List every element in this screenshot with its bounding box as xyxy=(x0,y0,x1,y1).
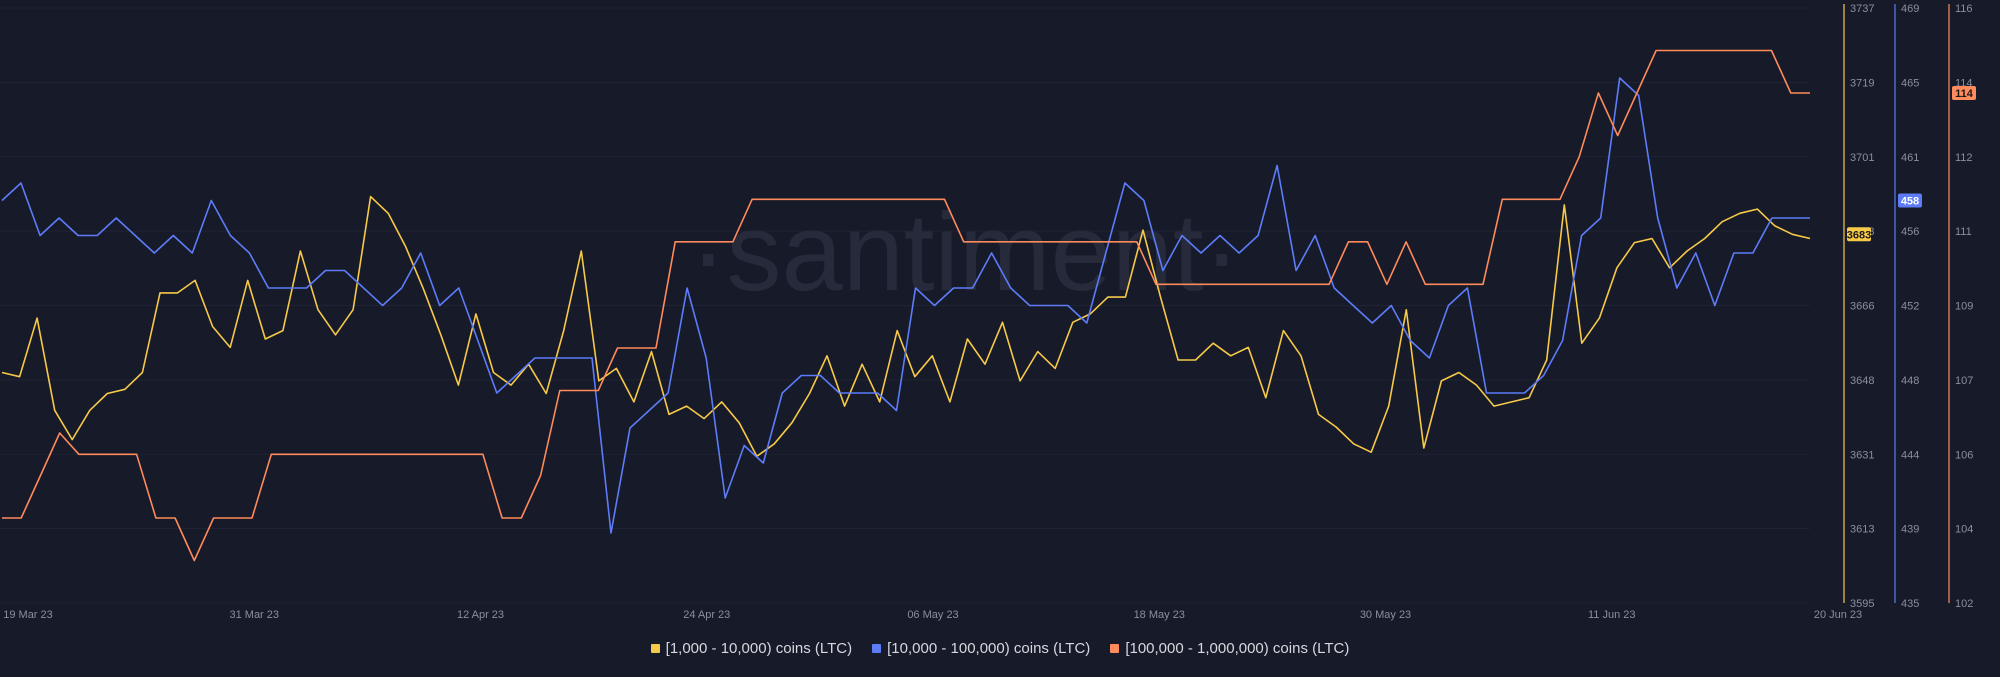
y-tick-label: 444 xyxy=(1901,449,1919,461)
y-tick-label: 106 xyxy=(1955,449,1973,461)
y-tick-label: 452 xyxy=(1901,301,1919,313)
badge-bg xyxy=(1898,193,1922,208)
legend-label-1: [1,000 - 10,000) coins (LTC) xyxy=(665,640,853,657)
badge-label: 3683 xyxy=(1847,229,1871,241)
y-tick-label: 3701 xyxy=(1850,152,1874,164)
y-tick-label: 3737 xyxy=(1850,3,1874,15)
y-tick-label: 456 xyxy=(1901,226,1919,238)
y-tick-label: 112 xyxy=(1955,152,1973,164)
x-tick-label: 06 May 23 xyxy=(907,609,958,621)
chart-area: ·santiment· 3737371937013683366636483631… xyxy=(0,3,1976,621)
y-tick-label: 3595 xyxy=(1850,598,1874,610)
badge-bg xyxy=(1952,86,1976,100)
x-tick-label: 12 Apr 23 xyxy=(457,609,504,621)
y-tick-label: 116 xyxy=(1955,3,1973,15)
x-axis: 19 Mar 23 31 Mar 23 12 Apr 23 24 Apr 23 06 M… xyxy=(3,609,1862,621)
y-tick-label: 109 xyxy=(1955,301,1973,313)
y-tick-label: 448 xyxy=(1901,375,1919,387)
legend-item-1[interactable]: [1,000 - 10,000) coins (LTC) xyxy=(650,640,853,657)
axis-badge-y1: 3683 xyxy=(1847,227,1871,242)
x-tick-label: 31 Mar 23 xyxy=(229,609,279,621)
legend-label-2: [10,000 - 100,000) coins (LTC) xyxy=(887,640,1091,657)
legend-swatch-yellow xyxy=(650,644,660,653)
axis-badge-y3: 114 xyxy=(1952,86,1976,100)
legend-label-3: [100,000 - 1,000,000) coins (LTC) xyxy=(1125,640,1350,657)
y-tick-label: 3613 xyxy=(1850,524,1874,536)
y-tick-label: 107 xyxy=(1955,375,1973,387)
x-tick-label: 18 May 23 xyxy=(1134,609,1185,621)
x-tick-label: 11 Jun 23 xyxy=(1588,609,1636,621)
badge-bg xyxy=(1847,227,1871,242)
y-tick-label: 3719 xyxy=(1850,77,1874,89)
legend-swatch-orange xyxy=(1110,644,1120,653)
series-line-2 xyxy=(1,77,1810,534)
x-tick-label: 20 Jun 23 xyxy=(1814,609,1862,621)
y-tick-label: 102 xyxy=(1955,598,1973,610)
x-tick-label: 24 Apr 23 xyxy=(683,609,730,621)
y-tick-label: 469 xyxy=(1901,3,1919,15)
series-line-3 xyxy=(2,49,1810,562)
y-tick-label: 439 xyxy=(1901,524,1919,536)
badge-label: 458 xyxy=(1901,196,1919,208)
y-tick-label: 465 xyxy=(1901,77,1919,89)
legend-swatch-blue xyxy=(872,644,882,653)
y-tick-label: 435 xyxy=(1901,598,1919,610)
y-tick-label: 3631 xyxy=(1850,449,1874,461)
legend-item-2[interactable]: [10,000 - 100,000) coins (LTC) xyxy=(872,640,1090,657)
y-tick-label: 111 xyxy=(1955,226,1972,238)
legend-item-3[interactable]: [100,000 - 1,000,000) coins (LTC) xyxy=(1110,640,1349,657)
axes-layer: 3737371937013683366636483631361335953683… xyxy=(1843,3,1976,610)
badge-label: 114 xyxy=(1955,88,1974,100)
y-tick-label: 3648 xyxy=(1850,375,1874,387)
x-tick-label: 30 May 23 xyxy=(1360,609,1411,621)
x-tick-label: 19 Mar 23 xyxy=(3,609,53,621)
y-tick-label: 461 xyxy=(1901,152,1919,164)
y-tick-label: 3666 xyxy=(1850,301,1874,313)
series-layer xyxy=(1,49,1811,562)
legend: [1,000 - 10,000) coins (LTC) [10,000 - 1… xyxy=(0,640,2000,657)
axis-badge-y2: 458 xyxy=(1898,193,1922,208)
y-tick-label: 104 xyxy=(1955,524,1973,536)
